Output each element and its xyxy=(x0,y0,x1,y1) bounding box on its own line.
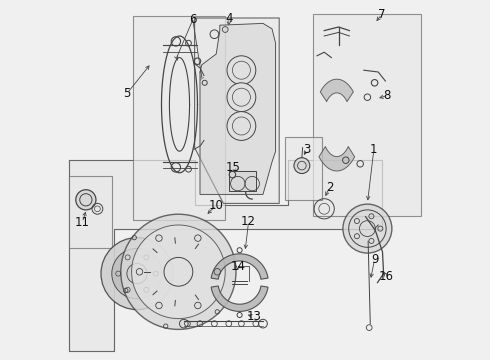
Text: 7: 7 xyxy=(378,8,386,21)
Text: 2: 2 xyxy=(326,181,333,194)
Circle shape xyxy=(76,190,96,210)
Bar xyxy=(69,176,112,248)
Polygon shape xyxy=(200,23,275,194)
Circle shape xyxy=(343,204,392,253)
Circle shape xyxy=(112,248,162,299)
Circle shape xyxy=(227,56,256,85)
Polygon shape xyxy=(211,254,268,279)
Text: 10: 10 xyxy=(209,199,223,212)
Polygon shape xyxy=(211,286,268,311)
Text: 14: 14 xyxy=(230,260,245,273)
Text: 5: 5 xyxy=(123,87,131,100)
Circle shape xyxy=(294,158,310,174)
Text: 13: 13 xyxy=(246,310,262,323)
Bar xyxy=(133,16,225,220)
Text: 11: 11 xyxy=(75,216,90,229)
Circle shape xyxy=(121,214,236,329)
Text: 9: 9 xyxy=(371,253,378,266)
Polygon shape xyxy=(69,160,382,351)
Circle shape xyxy=(101,238,173,310)
Text: 6: 6 xyxy=(189,13,196,26)
Bar xyxy=(314,14,421,216)
Circle shape xyxy=(227,112,256,140)
Text: 8: 8 xyxy=(384,89,391,102)
Text: 16: 16 xyxy=(379,270,394,283)
Polygon shape xyxy=(320,79,353,102)
Polygon shape xyxy=(319,147,355,171)
Circle shape xyxy=(227,83,256,112)
Text: 12: 12 xyxy=(241,215,256,228)
Text: 4: 4 xyxy=(225,12,233,24)
Bar xyxy=(229,171,256,191)
Text: 15: 15 xyxy=(226,161,241,174)
Text: 1: 1 xyxy=(370,143,378,156)
Polygon shape xyxy=(195,18,279,203)
Circle shape xyxy=(132,225,225,319)
Bar xyxy=(285,137,322,200)
Text: 3: 3 xyxy=(303,143,311,156)
